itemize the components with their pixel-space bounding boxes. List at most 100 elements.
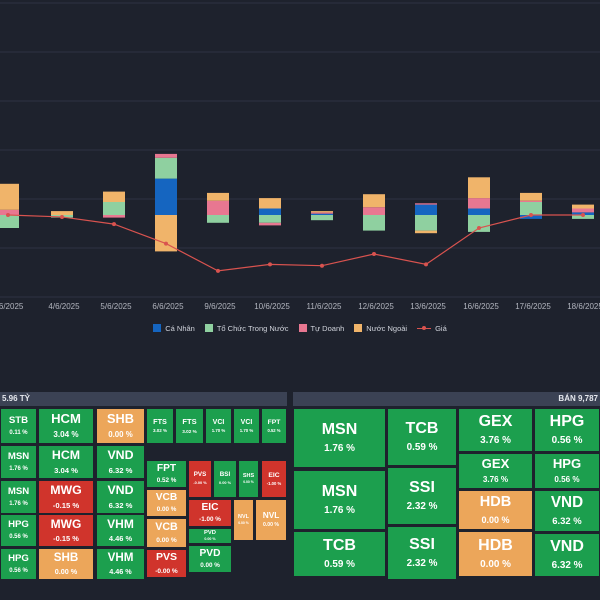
stock-symbol: HCM: [51, 411, 81, 427]
stock-tile-hpg[interactable]: HPG 0.56 %: [0, 548, 37, 580]
stock-change: 1.70 %: [211, 427, 226, 433]
stock-symbol: NVL: [262, 510, 280, 521]
stock-change: 6.32 %: [552, 515, 582, 527]
stock-tile-pvd[interactable]: PVD 0.00 %: [188, 545, 232, 573]
price-point: [6, 213, 10, 217]
stock-change: 1.76 %: [9, 465, 28, 472]
stock-tile-vci[interactable]: VCI 1.70 %: [233, 408, 260, 444]
stock-tile-hdb[interactable]: HDB 0.00 %: [458, 531, 533, 577]
x-tick-label: 18/6/2025: [567, 302, 600, 311]
stock-tile-eic[interactable]: EIC -1.00 %: [188, 499, 232, 527]
price-line: [7, 214, 583, 272]
stock-symbol: MSN: [321, 482, 358, 500]
stock-symbol: HDB: [479, 494, 512, 511]
stock-tile-fpt[interactable]: FPT 0.52 %: [261, 408, 287, 444]
x-tick-label: 16/6/2025: [463, 302, 499, 311]
stock-symbol: VND: [107, 482, 134, 497]
stock-symbol: PVD: [199, 548, 221, 560]
stock-tile-gex[interactable]: GEX 3.76 %: [458, 408, 533, 452]
bar-segment: [311, 215, 333, 221]
stock-change: 0.56 %: [554, 475, 580, 485]
stock-symbol: GEX: [481, 456, 510, 472]
stock-symbol: HDB: [478, 536, 513, 554]
stock-tile-nvl[interactable]: NVL 0.00 %: [233, 499, 254, 541]
stock-tile-vnd[interactable]: VND 6.32 %: [96, 480, 145, 514]
stock-tile-hpg[interactable]: HPG 0.56 %: [534, 453, 600, 489]
stock-tile-vcb[interactable]: VCB 0.00 %: [146, 518, 187, 548]
stock-tile-shs[interactable]: SHS 0.00 %: [238, 460, 259, 498]
stock-tile-hpg[interactable]: HPG 0.56 %: [534, 408, 600, 452]
stock-tile-msn[interactable]: MSN 1.76 %: [293, 470, 386, 530]
legend-item-ca-nhan[interactable]: Cá Nhân: [153, 324, 195, 333]
legend-item-nuoc-ngoai[interactable]: Nước Ngoài: [354, 324, 407, 333]
stock-change: 0.00 %: [218, 481, 231, 486]
stock-tile-vnd[interactable]: VND 6.32 %: [534, 490, 600, 532]
stock-tile-ssi[interactable]: SSI 2.32 %: [387, 467, 457, 525]
legend-line-swatch: [417, 324, 432, 332]
stock-symbol: VHM: [107, 516, 134, 531]
stock-symbol: BSI: [219, 471, 231, 479]
bar-segment: [572, 208, 594, 213]
price-point: [581, 213, 585, 217]
stock-tile-gex[interactable]: GEX 3.76 %: [458, 453, 533, 489]
bar-segment: [468, 215, 490, 232]
bar-segment: [572, 204, 594, 209]
stock-change: 0.56 %: [551, 435, 583, 447]
stock-tile-fts[interactable]: FTS 3.02 %: [146, 408, 174, 444]
stock-tile-vcb[interactable]: VCB 0.00 %: [146, 489, 187, 517]
stock-symbol: VCB: [155, 520, 178, 533]
stock-tile-msn[interactable]: MSN 1.76 %: [0, 480, 37, 514]
stock-tile-msn[interactable]: MSN 1.76 %: [293, 408, 386, 468]
stock-tile-vhm[interactable]: VHM 4.46 %: [96, 548, 145, 580]
stock-tile-msn[interactable]: MSN 1.76 %: [0, 445, 37, 479]
stock-tile-mwg[interactable]: MWG -0.15 %: [38, 480, 94, 514]
stock-symbol: MWG: [50, 482, 82, 497]
stock-tile-ssi[interactable]: SSI 2.32 %: [387, 526, 457, 580]
legend-label: Giá: [435, 323, 447, 333]
stock-tile-tcb[interactable]: TCB 0.59 %: [387, 408, 457, 466]
bar-segment: [155, 178, 177, 215]
stock-change: 0.56 %: [9, 534, 28, 541]
stock-symbol: VCI: [212, 418, 225, 426]
stock-tile-pvs[interactable]: PVS -0.00 %: [146, 549, 187, 578]
legend-item-tu-doanh[interactable]: Tự Doanh: [298, 324, 344, 333]
stock-change: 0.00 %: [262, 522, 279, 529]
stock-tile-pvd[interactable]: PVD 0.00 %: [188, 528, 232, 544]
stock-tile-shb[interactable]: SHB 0.00 %: [38, 548, 94, 580]
stock-symbol: MWG: [50, 516, 82, 531]
legend-item-to-chuc[interactable]: Tổ Chức Trong Nước: [204, 324, 289, 333]
bar-segment: [311, 213, 333, 215]
stock-change: 0.59 %: [324, 559, 355, 571]
stock-change: 6.32 %: [108, 465, 133, 475]
stock-tile-hcm[interactable]: HCM 3.04 %: [38, 408, 94, 444]
stock-tile-hdb[interactable]: HDB 0.00 %: [458, 490, 533, 530]
bar-segment: [0, 183, 19, 210]
stock-symbol: VCI: [240, 418, 253, 426]
stock-symbol: HPG: [549, 412, 585, 430]
stock-change: 0.00 %: [243, 480, 254, 485]
stock-tile-fts[interactable]: FTS 3.02 %: [175, 408, 204, 444]
bar-segment: [520, 200, 542, 202]
stock-tile-eic[interactable]: EIC -1.00 %: [261, 460, 287, 498]
stock-tile-fpt[interactable]: FPT 0.52 %: [146, 460, 187, 488]
stock-tile-hcm[interactable]: HCM 3.04 %: [38, 445, 94, 479]
price-point: [112, 222, 116, 227]
bar-segment: [155, 157, 177, 179]
stock-change: 6.32 %: [108, 500, 133, 510]
stock-tile-vnd[interactable]: VND 6.32 %: [534, 533, 600, 577]
stock-tile-hpg[interactable]: HPG 0.56 %: [0, 514, 37, 547]
stock-tile-vci[interactable]: VCI 1.70 %: [205, 408, 232, 444]
stock-tile-mwg[interactable]: MWG -0.15 %: [38, 514, 94, 547]
stock-tile-tcb[interactable]: TCB 0.59 %: [293, 531, 386, 577]
stock-tile-pvs[interactable]: PVS -0.00 %: [188, 460, 212, 498]
stock-tile-vhm[interactable]: VHM 4.46 %: [96, 514, 145, 547]
bar-segment: [468, 198, 490, 209]
stock-tile-stb[interactable]: STB 0.11 %: [0, 408, 37, 444]
bar-segment: [259, 215, 281, 223]
stock-tile-vnd[interactable]: VND 6.32 %: [96, 445, 145, 479]
legend-swatch: [204, 324, 213, 332]
legend-item-gia[interactable]: Giá: [417, 324, 447, 333]
stock-tile-shb[interactable]: SHB 0.00 %: [96, 408, 145, 444]
stock-tile-bsi[interactable]: BSI 0.00 %: [213, 460, 237, 498]
stock-tile-nvl[interactable]: NVL 0.00 %: [255, 499, 287, 541]
